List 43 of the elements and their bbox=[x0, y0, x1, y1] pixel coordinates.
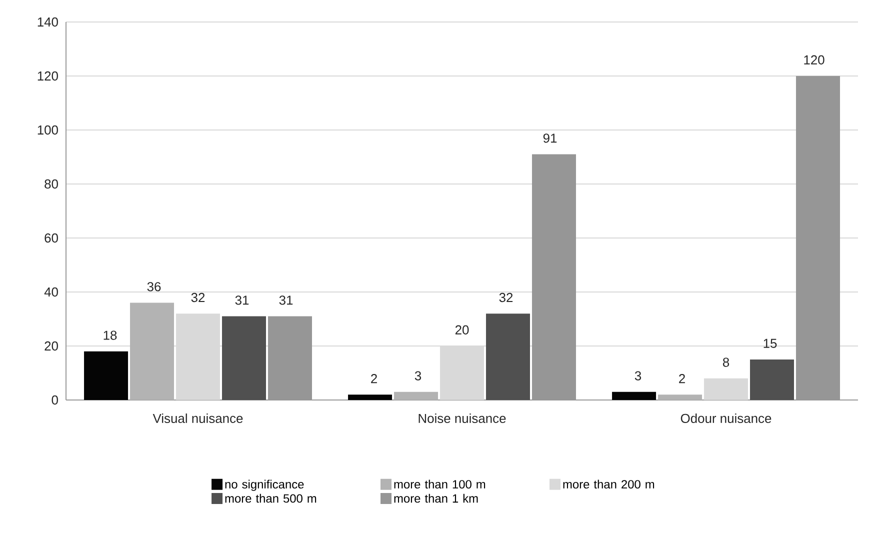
legend-label: more than 500 m bbox=[225, 494, 316, 503]
y-tick-label: 80 bbox=[44, 179, 58, 189]
bar bbox=[486, 314, 530, 400]
x-tick-label: Noise nuisance bbox=[418, 414, 506, 424]
y-tick-label: 120 bbox=[38, 71, 58, 81]
bar bbox=[658, 394, 702, 400]
data-label: 8 bbox=[722, 358, 730, 367]
bar bbox=[704, 378, 748, 400]
legend-label: more than 200 m bbox=[563, 480, 654, 489]
data-label: 2 bbox=[371, 374, 377, 384]
legend-label: no significance bbox=[225, 480, 304, 491]
y-tick-label: 60 bbox=[44, 233, 58, 243]
data-label: 15 bbox=[764, 338, 777, 348]
data-label: 32 bbox=[191, 292, 205, 302]
data-label: 3 bbox=[414, 371, 422, 380]
x-tick-label: Odour nuisance bbox=[680, 414, 772, 424]
y-tick-label: 140 bbox=[38, 17, 58, 27]
y-tick-label: 20 bbox=[44, 341, 58, 351]
bar bbox=[84, 351, 128, 400]
data-label: 120 bbox=[804, 55, 824, 64]
y-tick-label: 0 bbox=[52, 395, 58, 405]
y-tick-label: 40 bbox=[44, 287, 58, 297]
data-label: 32 bbox=[499, 292, 513, 302]
data-label: 91 bbox=[543, 134, 557, 143]
data-label: 31 bbox=[235, 296, 249, 305]
data-label: 3 bbox=[634, 371, 642, 380]
data-label: 36 bbox=[147, 282, 161, 292]
legend-label: more than 1 km bbox=[394, 494, 478, 503]
data-label: 18 bbox=[104, 330, 117, 340]
bar bbox=[394, 392, 438, 400]
data-label: 31 bbox=[279, 296, 293, 305]
bar bbox=[130, 302, 174, 400]
bar bbox=[348, 394, 392, 400]
legend-label: more than 100 m bbox=[394, 480, 486, 489]
data-label: 20 bbox=[455, 325, 469, 334]
bar bbox=[176, 314, 220, 400]
bar bbox=[750, 359, 794, 400]
x-tick-label: Visual nuisance bbox=[152, 414, 243, 424]
bar bbox=[612, 392, 656, 400]
bar bbox=[222, 316, 266, 400]
bar bbox=[440, 346, 484, 400]
y-tick-label: 100 bbox=[38, 125, 58, 135]
data-label: 2 bbox=[679, 374, 685, 384]
